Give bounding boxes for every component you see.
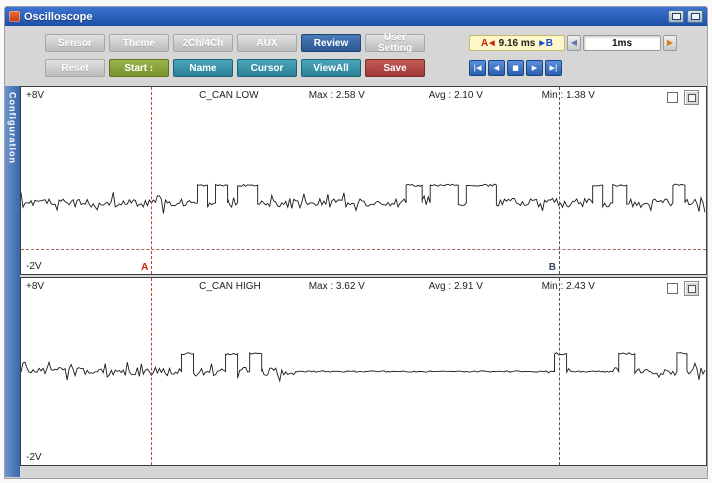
toolbar-row-2: Reset Start ↕ Name Cursor ViewAll Save |… (45, 59, 707, 77)
reference-level-line (21, 248, 706, 250)
skip-to-start-button[interactable]: |◀ (469, 60, 486, 76)
theme-button[interactable]: Theme (109, 34, 169, 52)
start-button[interactable]: Start ↕ (109, 59, 169, 77)
restore-window-button[interactable] (668, 10, 684, 23)
review-button[interactable]: Review (301, 34, 361, 52)
timebase-select[interactable]: 1ms (583, 35, 661, 51)
start-updown-icon: ↕ (149, 62, 154, 73)
configuration-tab-label: Configuration (7, 92, 18, 164)
cursor-b-line[interactable] (558, 278, 560, 465)
channel-1-display-toggle[interactable] (684, 90, 699, 105)
channel-2-max: Max : 3.62 V (308, 281, 365, 292)
timebase-decrease-button[interactable]: ◀ (567, 35, 581, 51)
checkbox-inner-icon (687, 284, 696, 293)
cursor-b-marker: B (548, 262, 556, 273)
cursor-b-arrow-icon: ▶ (539, 40, 545, 47)
cursor-a-marker: A (141, 262, 149, 273)
cursor-b-label: B (545, 37, 553, 49)
reset-button[interactable]: Reset (45, 59, 105, 77)
channel-2-name: C_CAN HIGH (199, 281, 261, 292)
channel-1-bottom-voltage: -2V (26, 261, 42, 272)
channel-1-max: Max : 2.58 V (308, 90, 365, 101)
window-buttons (668, 10, 703, 23)
channel-1-name: C_CAN LOW (199, 90, 259, 101)
cursor-a-line[interactable] (151, 87, 153, 274)
channel-2-top-voltage: +8V (26, 281, 45, 292)
channel-panel-2: +8V C_CAN HIGH Max : 3.62 V Avg : 2.91 V… (20, 277, 707, 466)
cursor-delta-time: 9.16 ms (498, 37, 536, 49)
channel-2-display-toggle[interactable] (684, 281, 699, 296)
aux-button[interactable]: AUX (237, 34, 297, 52)
cursor-b-line[interactable] (558, 87, 560, 274)
sensor-button[interactable]: Sensor (45, 34, 105, 52)
cursor-time-display: A ◀ 9.16 ms ▶ B (469, 35, 565, 51)
titlebar[interactable]: Oscilloscope (5, 7, 707, 26)
user-setting-button[interactable]: User Setting (365, 32, 425, 54)
channel-1-top-voltage: +8V (26, 90, 45, 101)
channel-1-avg: Avg : 2.10 V (428, 90, 483, 101)
main-area: Configuration +8V C_CAN LOW Max : 2.58 V… (5, 86, 707, 477)
toolbar-row-1: Sensor Theme 2Ch/4Ch AUX Review User Set… (45, 32, 707, 54)
minimize-window-button[interactable] (687, 10, 703, 23)
channel-2-waveform (21, 352, 706, 383)
channel-1-checkbox[interactable] (667, 92, 678, 103)
left-arrow-icon: ◀ (570, 38, 578, 47)
channel-2-bottom-voltage: -2V (26, 452, 42, 463)
cursor-button[interactable]: Cursor (237, 59, 297, 77)
channel-2-min: Min : 2.43 V (541, 281, 595, 292)
checkbox-inner-icon (687, 93, 696, 102)
channel-1-waveform (21, 183, 706, 214)
minimize-icon (690, 13, 700, 20)
channel-2-avg: Avg : 2.91 V (428, 281, 483, 292)
timebase-increase-button[interactable]: ▶ (663, 35, 677, 51)
channel-2-checkbox[interactable] (667, 283, 678, 294)
cursor-a-line[interactable] (151, 278, 153, 465)
play-button[interactable]: ▶ (526, 60, 543, 76)
start-button-label: Start (124, 62, 148, 74)
skip-to-end-button[interactable]: ▶| (545, 60, 562, 76)
step-back-button[interactable]: ◀ (488, 60, 505, 76)
app-icon (9, 11, 20, 22)
cursor-a-label: A (481, 37, 489, 49)
oscilloscope-window: Oscilloscope Sensor Theme 2Ch/4Ch AUX Re… (4, 6, 708, 479)
right-arrow-icon: ▶ (666, 38, 674, 47)
playback-group: |◀ ◀ ■ ▶ ▶| (469, 60, 564, 76)
stop-button[interactable]: ■ (507, 60, 524, 76)
channel-panels: +8V C_CAN LOW Max : 2.58 V Avg : 2.10 V … (20, 86, 707, 477)
restore-icon (671, 13, 681, 20)
cursor-a-arrow-icon: ◀ (489, 40, 495, 47)
viewall-button[interactable]: ViewAll (301, 59, 361, 77)
channel-mode-button[interactable]: 2Ch/4Ch (173, 34, 233, 52)
configuration-tab[interactable]: Configuration (5, 86, 20, 477)
name-button[interactable]: Name (173, 59, 233, 77)
window-title: Oscilloscope (24, 10, 93, 23)
channel-1-min: Min : 1.38 V (541, 90, 595, 101)
channel-panel-1: +8V C_CAN LOW Max : 2.58 V Avg : 2.10 V … (20, 86, 707, 275)
toolbar: Sensor Theme 2Ch/4Ch AUX Review User Set… (5, 26, 707, 86)
save-button[interactable]: Save (365, 59, 425, 77)
